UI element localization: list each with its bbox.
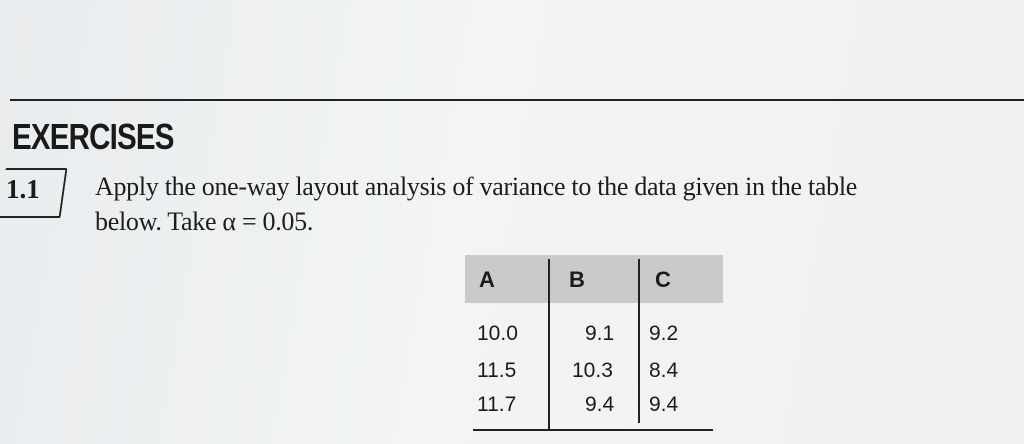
column-divider: [548, 259, 550, 429]
top-rule: [10, 99, 1024, 101]
header-a: A: [479, 267, 495, 292]
table-cell: 10.0: [477, 322, 518, 345]
header-c: C: [655, 267, 671, 292]
table-cell: 9.2: [649, 322, 679, 345]
section-heading: EXERCISES: [12, 116, 174, 157]
column-divider: [638, 259, 640, 423]
exercise-text-line1: Apply the one-way layout analysis of var…: [95, 172, 857, 201]
exercise-text-line2: below. Take α = 0.05.: [95, 207, 314, 236]
table-cell: 11.5: [477, 359, 517, 382]
exercise-number: 1.1: [6, 174, 40, 204]
table-header: [465, 255, 723, 303]
table-cell: 9.1: [585, 322, 615, 345]
table-bottom-rule: [473, 429, 713, 431]
table-cell: 9.4: [649, 393, 679, 416]
table-cell: 8.4: [649, 359, 679, 382]
header-b: B: [569, 267, 585, 292]
table-cell: 11.7: [477, 393, 517, 416]
data-table: A B C 10.0 9.1 9.2 11.5 10.3 8.4 11.7 9.…: [465, 255, 723, 431]
table-cell: 9.4: [585, 393, 615, 416]
table-cell: 10.3: [572, 359, 613, 382]
